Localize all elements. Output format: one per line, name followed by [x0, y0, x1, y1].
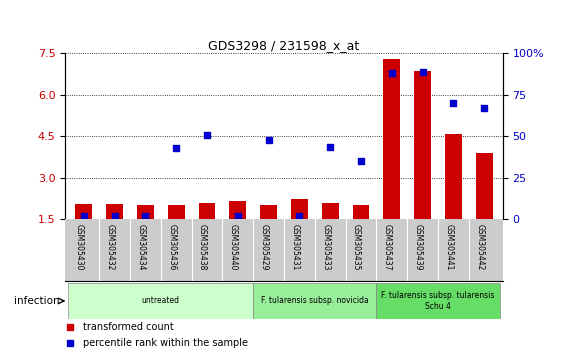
Bar — [377, 283, 500, 319]
Text: GSM305442: GSM305442 — [475, 224, 484, 271]
Bar — [76, 204, 92, 219]
Point — [80, 213, 89, 219]
Bar — [199, 204, 215, 219]
Text: GSM305435: GSM305435 — [352, 224, 361, 271]
Bar — [106, 204, 123, 219]
Title: GDS3298 / 231598_x_at: GDS3298 / 231598_x_at — [208, 39, 360, 52]
Point — [325, 144, 335, 150]
Point — [418, 69, 427, 75]
Point — [141, 213, 150, 219]
Bar — [445, 133, 462, 219]
Point — [449, 100, 458, 106]
Bar — [260, 205, 277, 219]
Bar — [383, 59, 400, 219]
Text: transformed count: transformed count — [83, 322, 174, 332]
Point — [264, 138, 273, 143]
Text: untreated: untreated — [142, 296, 180, 306]
Text: GSM305438: GSM305438 — [198, 224, 207, 271]
Bar — [137, 205, 154, 219]
Text: F. tularensis subsp. tularensis
Schu 4: F. tularensis subsp. tularensis Schu 4 — [381, 291, 495, 310]
Bar — [414, 71, 431, 219]
Text: percentile rank within the sample: percentile rank within the sample — [83, 338, 248, 348]
Point — [110, 213, 119, 219]
Bar — [168, 205, 185, 219]
Text: GSM305429: GSM305429 — [260, 224, 269, 271]
Bar — [229, 201, 247, 219]
Text: F. tularensis subsp. novicida: F. tularensis subsp. novicida — [261, 296, 369, 306]
Text: GSM305431: GSM305431 — [290, 224, 299, 271]
Bar — [68, 283, 253, 319]
Bar — [476, 153, 492, 219]
Point — [387, 70, 396, 76]
Text: GSM305441: GSM305441 — [444, 224, 453, 271]
Bar — [321, 204, 339, 219]
Point — [357, 159, 366, 164]
Text: GSM305432: GSM305432 — [106, 224, 115, 271]
Bar — [353, 205, 369, 219]
Text: infection: infection — [14, 296, 60, 306]
Text: GSM305434: GSM305434 — [136, 224, 145, 271]
Point — [479, 105, 488, 111]
Text: GSM305439: GSM305439 — [414, 224, 423, 271]
Text: GSM305437: GSM305437 — [383, 224, 392, 271]
Text: GSM305440: GSM305440 — [229, 224, 238, 271]
Point — [172, 145, 181, 151]
Point — [295, 213, 304, 219]
Text: GSM305433: GSM305433 — [321, 224, 330, 271]
Text: GSM305430: GSM305430 — [75, 224, 84, 271]
Bar — [253, 283, 377, 319]
Point — [202, 133, 211, 138]
Bar — [291, 199, 308, 219]
Point — [233, 213, 243, 219]
Text: GSM305436: GSM305436 — [167, 224, 176, 271]
